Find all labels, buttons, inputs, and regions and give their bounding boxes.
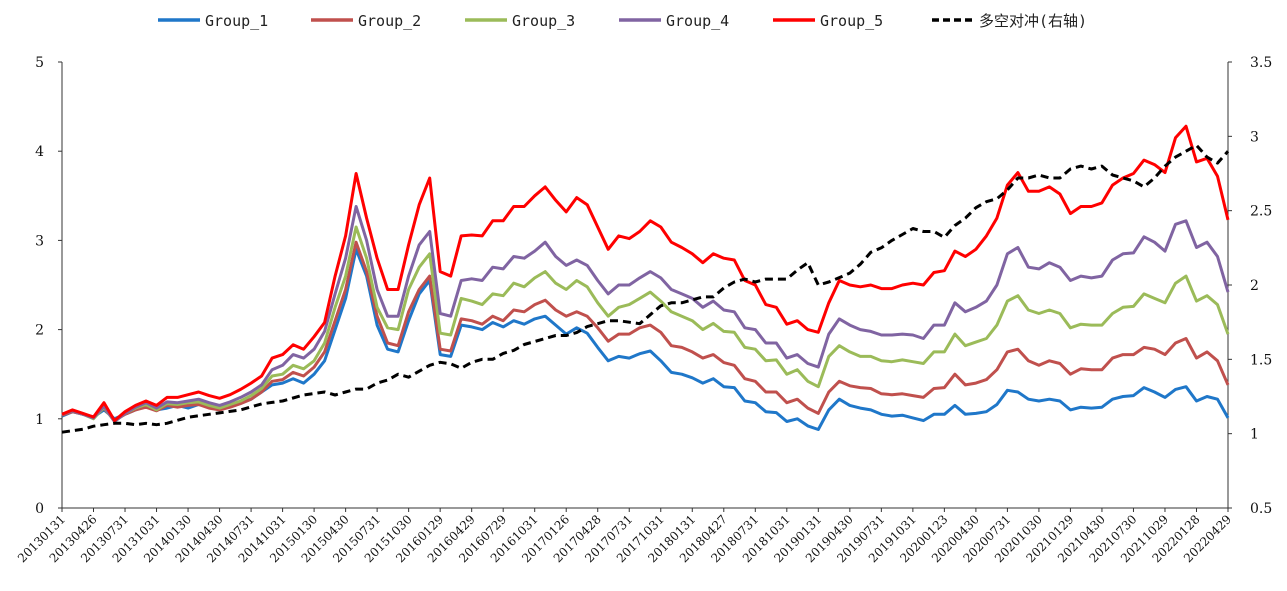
y-left-tick-label: 4 <box>35 144 44 160</box>
series-line-Group_5 <box>61 124 1230 423</box>
chart-legend: Group_1 Group_2 Group_3 Group_4 Group_5 多空对冲(… <box>158 12 1087 30</box>
chart-axes: 0123450.511.522.533.52013013120130426201… <box>15 55 1272 565</box>
series-line-多空对冲(右轴) <box>61 143 1230 434</box>
legend-label: Group_3 <box>512 12 575 30</box>
legend-label: Group_2 <box>358 12 421 30</box>
y-left-tick-label: 3 <box>35 233 44 249</box>
y-right-tick-label: 0.5 <box>1250 501 1272 517</box>
y-right-tick-label: 3.5 <box>1250 55 1272 71</box>
y-right-tick-label: 3 <box>1250 129 1259 145</box>
legend-label: Group_5 <box>820 12 883 30</box>
y-right-tick-label: 1.5 <box>1250 352 1272 368</box>
y-right-tick-label: 2 <box>1250 278 1259 294</box>
y-left-tick-label: 1 <box>35 412 44 428</box>
y-left-tick-label: 2 <box>35 323 44 339</box>
legend-label: Group_1 <box>205 12 268 30</box>
y-left-tick-label: 5 <box>35 55 44 71</box>
series-line-Group_2 <box>61 240 1230 423</box>
legend-label: Group_4 <box>666 12 729 30</box>
y-left-tick-label: 0 <box>35 501 44 517</box>
y-right-tick-label: 1 <box>1250 427 1259 443</box>
series-line-Group_4 <box>61 205 1230 423</box>
legend-label: 多空对冲(右轴) <box>979 12 1087 30</box>
series-line-Group_3 <box>61 225 1230 423</box>
y-right-tick-label: 2.5 <box>1250 204 1272 220</box>
chart-series <box>61 124 1230 434</box>
